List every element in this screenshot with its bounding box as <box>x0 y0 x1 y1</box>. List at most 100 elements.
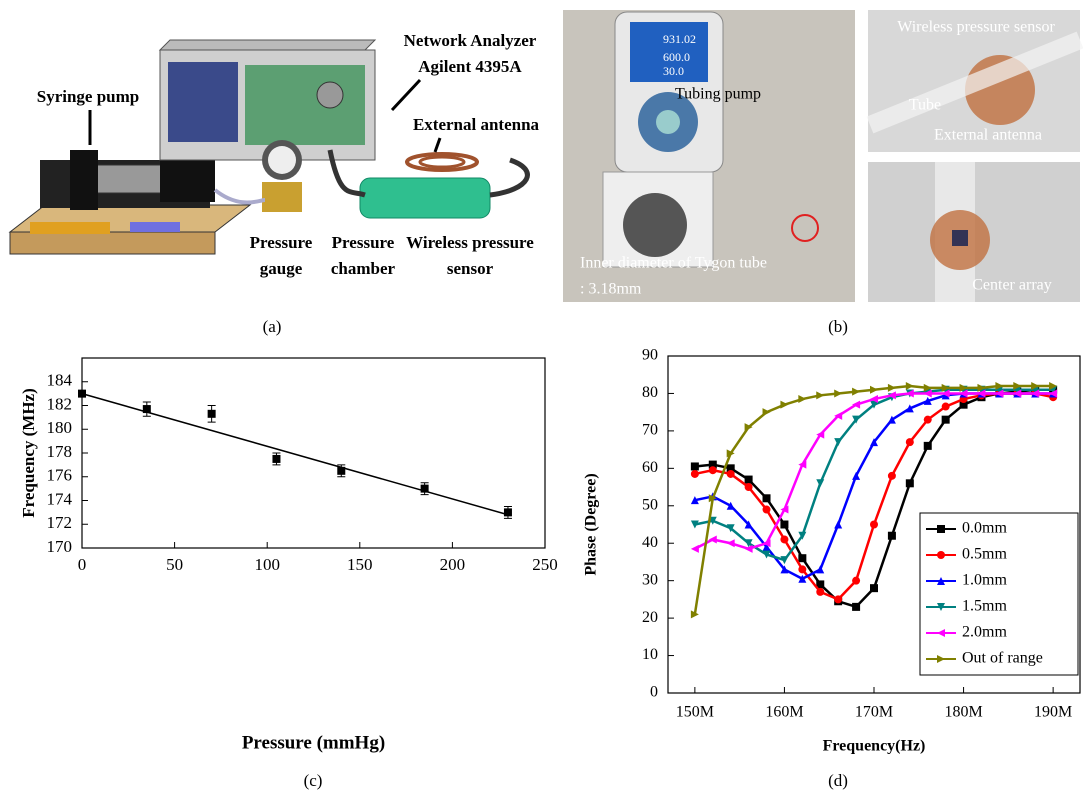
label: chamber <box>331 259 396 278</box>
marker <box>798 395 807 404</box>
marker <box>726 464 735 473</box>
x-tick-label: 150 <box>347 555 373 574</box>
y-axis-title: Phase (Degree) <box>583 473 600 575</box>
marker <box>690 496 699 505</box>
marker <box>870 520 878 529</box>
legend-label: 0.5mm <box>962 546 1007 563</box>
marker <box>977 383 986 392</box>
marker <box>977 389 986 398</box>
panel-label: (a) <box>263 317 282 336</box>
marker <box>852 387 861 396</box>
marker <box>905 404 914 413</box>
marker <box>762 539 771 548</box>
x-tick-label: 200 <box>440 555 466 574</box>
x-tick-label: 170M <box>855 704 893 721</box>
y-tick-label: 20 <box>642 609 658 626</box>
y-tick-label: 80 <box>642 384 658 401</box>
label: Pressure <box>332 233 395 252</box>
marker <box>870 400 878 409</box>
marker <box>503 508 512 517</box>
marker <box>941 402 950 411</box>
marker <box>726 501 735 510</box>
y-tick-label: 174 <box>47 489 73 508</box>
marker <box>1013 389 1022 398</box>
x-tick-label: 250 <box>532 555 558 574</box>
x-tick-label: 180M <box>944 704 982 721</box>
y-axis-title: Frequency (MHz) <box>19 388 38 518</box>
marker <box>762 408 771 417</box>
marker <box>905 381 914 390</box>
marker <box>708 466 717 475</box>
legend-label: 0.0mm <box>962 520 1007 537</box>
marker <box>937 629 945 637</box>
marker <box>959 383 968 392</box>
marker <box>762 494 771 503</box>
photo-labels: Tubing pump Inner diameter of Tygon tube… <box>580 19 1055 298</box>
marker <box>905 479 914 488</box>
panel-label: (c) <box>304 771 323 790</box>
y-tick-label: 182 <box>47 394 73 413</box>
x-axis-title: Frequency(Hz) <box>823 738 926 755</box>
marker <box>780 505 789 514</box>
marker <box>798 460 807 469</box>
label: gauge <box>260 259 303 278</box>
marker <box>780 520 789 529</box>
marker <box>834 438 843 447</box>
marker <box>762 550 771 559</box>
marker <box>726 469 735 478</box>
marker <box>690 544 699 553</box>
y-tick-label: 180 <box>47 418 73 437</box>
marker <box>905 389 914 398</box>
label: Wireless pressure sensor <box>897 19 1055 36</box>
panel-label: (b) <box>828 317 848 336</box>
marker <box>420 484 429 493</box>
y-tick-label: 10 <box>642 646 658 663</box>
marker <box>887 391 896 400</box>
y-tick-label: 70 <box>642 422 658 439</box>
marker <box>708 535 717 544</box>
marker <box>744 544 753 553</box>
label: Tubing pump <box>675 86 761 103</box>
marker <box>905 438 914 447</box>
marker <box>798 565 807 574</box>
marker <box>708 460 717 469</box>
marker <box>995 381 1004 390</box>
label: Tube <box>909 97 941 114</box>
marker <box>762 505 771 514</box>
marker <box>923 389 932 398</box>
marker <box>690 469 699 478</box>
marker <box>937 577 945 585</box>
marker <box>690 462 699 471</box>
marker <box>780 535 789 544</box>
y-tick-label: 40 <box>642 534 658 551</box>
marker <box>708 494 717 503</box>
label: External antenna <box>934 127 1042 144</box>
y-tick-label: 60 <box>642 459 658 476</box>
legend-label: Out of range <box>962 650 1043 667</box>
marker <box>870 438 878 447</box>
marker <box>852 415 861 424</box>
y-tick-label: 30 <box>642 571 658 588</box>
label: Agilent 4395A <box>418 57 522 76</box>
marker <box>959 389 968 398</box>
marker <box>941 415 950 424</box>
legend-box <box>919 512 1079 676</box>
marker <box>852 471 861 480</box>
marker <box>816 580 825 589</box>
marker <box>995 389 1004 398</box>
marker <box>887 383 896 392</box>
legend-label: 2.0mm <box>962 624 1007 641</box>
marker <box>726 539 735 548</box>
x-tick-label: 100 <box>254 555 280 574</box>
marker <box>780 400 789 409</box>
marker <box>798 574 807 583</box>
setup-labels: Network Analyzer Agilent 4395A Syringe p… <box>37 31 540 278</box>
marker <box>937 525 945 533</box>
y-tick-label: 184 <box>47 371 73 390</box>
y-tick-label: 170 <box>47 537 73 556</box>
legend-label: 1.5mm <box>962 598 1007 615</box>
marker <box>941 383 950 392</box>
label: Syringe pump <box>37 87 140 106</box>
x-tick-label: 160M <box>765 704 803 721</box>
